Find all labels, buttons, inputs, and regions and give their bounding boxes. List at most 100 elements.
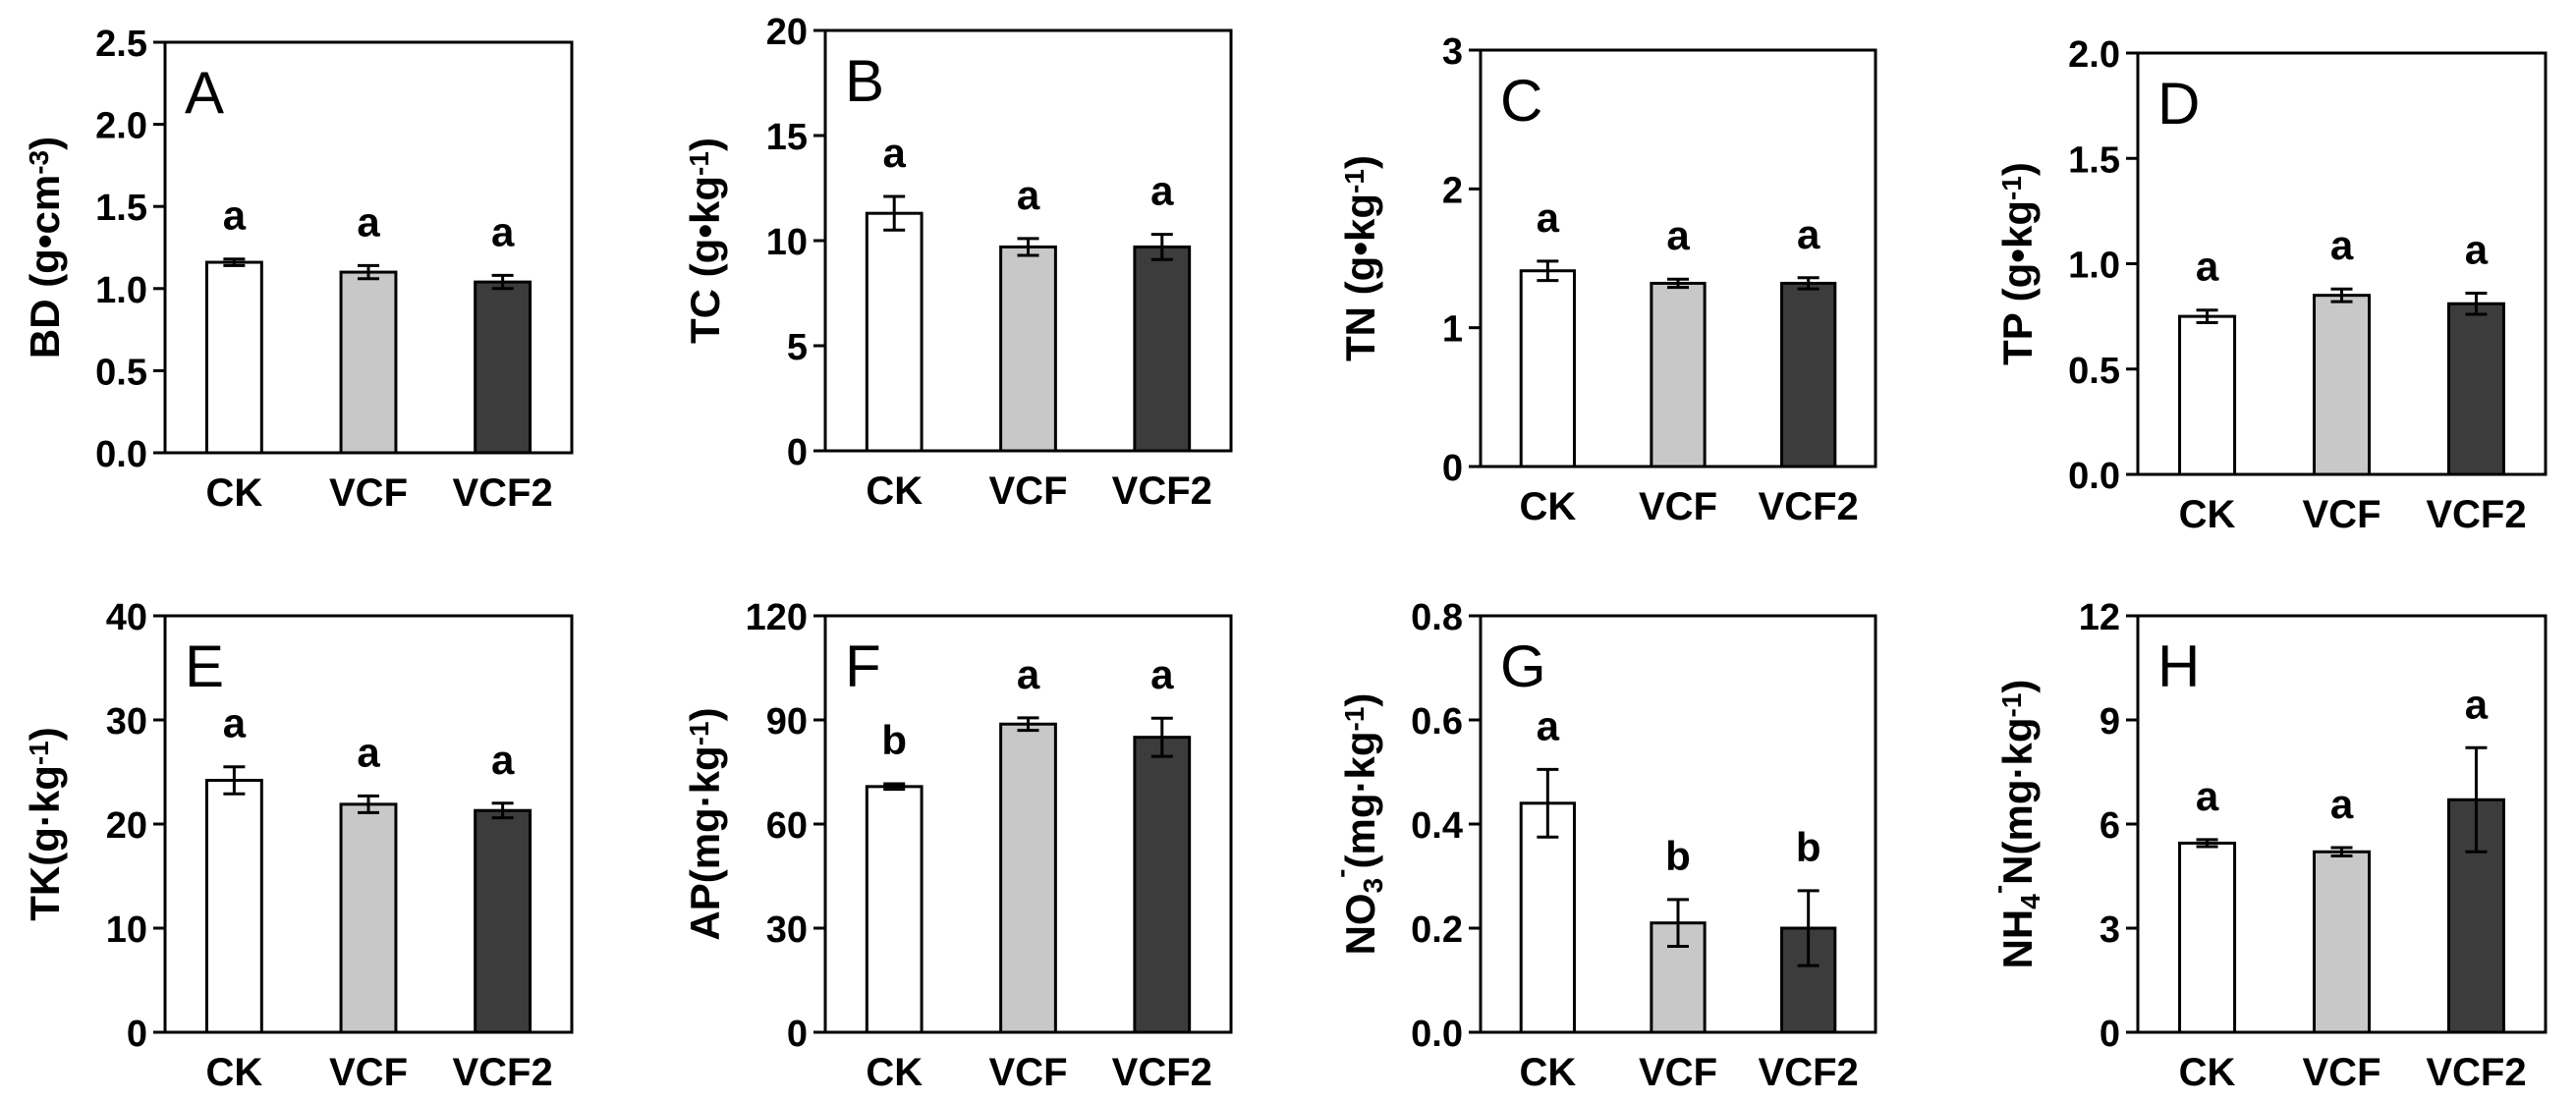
panel-c: 0 1 2 3 TN (g•kg-1) Ca CK a VCF a VCF2 [1337, 31, 1877, 528]
bar-ck [1519, 269, 1576, 468]
y-tick-label: 1.5 [95, 188, 147, 229]
x-tick-label-vcf2: VCF2 [2426, 1051, 2526, 1094]
bar-vcf2 [2446, 302, 2505, 476]
y-tick-label: 0.0 [2068, 456, 2120, 497]
y-tick-label: 1.5 [2068, 139, 2120, 181]
panel-letter: B [845, 48, 884, 114]
significance-label-ck: b [881, 717, 907, 763]
y-tick-label: 5 [787, 327, 808, 368]
panel-letter: D [2157, 71, 2200, 137]
x-tick-label-vcf2: VCF2 [2426, 493, 2526, 536]
significance-label-vcf: a [357, 729, 380, 775]
significance-label-vcf: b [1665, 833, 1691, 879]
y-axis-title: BD (g•cm-3) [22, 137, 68, 358]
y-tick-label: 15 [766, 117, 808, 158]
significance-label-vcf: a [2330, 222, 2354, 268]
x-tick-label-ck: CK [866, 1051, 923, 1094]
y-tick-label: 3 [1442, 31, 1463, 73]
x-tick-label-vcf: VCF [989, 1051, 1068, 1094]
y-tick-label: 9 [2100, 701, 2120, 743]
y-axis-title: NH4-N(mg·kg-1) [1983, 680, 2045, 969]
y-axis-title: TP (g•kg-1) [1994, 162, 2041, 365]
y-tick-label: 2.5 [95, 24, 147, 65]
y-tick-label: 0.8 [1411, 597, 1463, 638]
significance-label-ck: a [223, 700, 247, 746]
significance-label-ck: a [883, 130, 907, 176]
bar-vcf2 [474, 808, 532, 1034]
y-tick-label: 90 [766, 701, 808, 743]
x-tick-label-vcf2: VCF2 [452, 471, 552, 515]
bar-vcf [1650, 281, 1707, 468]
bar-vcf2 [1133, 736, 1192, 1034]
bar-ck [2178, 314, 2237, 476]
significance-label-vcf2: a [1797, 211, 1820, 257]
x-tick-label-vcf: VCF [2303, 1051, 2381, 1094]
x-tick-label-ck: CK [1519, 485, 1576, 528]
bar-ck [204, 778, 263, 1034]
x-tick-label-vcf2: VCF2 [1112, 1051, 1212, 1094]
bar-vcf [2312, 850, 2372, 1034]
y-tick-label: 60 [766, 805, 808, 847]
y-tick-label: 2.0 [2068, 34, 2120, 76]
bar-ck [204, 260, 263, 455]
significance-label-vcf: a [1666, 212, 1690, 258]
y-axis-title: TC (g•kg-1) [682, 138, 728, 344]
significance-label-vcf2: a [491, 737, 515, 783]
bar-ck [865, 211, 924, 453]
significance-label-vcf2: a [2465, 681, 2489, 727]
bar-vcf2 [1133, 245, 1192, 453]
y-tick-label: 1.0 [95, 270, 147, 311]
x-tick-label-vcf: VCF [2303, 493, 2381, 536]
x-tick-label-ck: CK [2179, 1051, 2236, 1094]
y-tick-label: 3 [2100, 909, 2120, 951]
y-tick-label: 20 [106, 805, 147, 847]
panel-b: 0 5 10 15 20 TC (g•kg-1) Ba CK a VCF a VCF2 [682, 12, 1233, 513]
x-tick-label-ck: CK [1519, 1051, 1576, 1094]
panel-g: 0.0 0.2 0.4 0.6 0.8 NO3-(mg·kg-1) Ga CK b VCF b VCF… [1325, 597, 1877, 1094]
y-tick-label: 2.0 [95, 106, 147, 147]
bar-vcf2 [1780, 281, 1837, 468]
y-tick-label: 1.0 [2068, 246, 2120, 287]
significance-label-ck: a [223, 193, 247, 239]
x-tick-label-vcf2: VCF2 [1759, 485, 1859, 528]
significance-label-ck: a [1537, 702, 1560, 748]
significance-label-vcf: a [357, 198, 380, 245]
y-tick-label: 30 [106, 701, 147, 743]
y-tick-label: 12 [2079, 597, 2120, 638]
y-tick-label: 10 [766, 222, 808, 263]
y-tick-label: 2 [1442, 170, 1463, 211]
y-axis-title: AP(mg·kg-1) [682, 707, 728, 940]
y-tick-label: 120 [746, 597, 808, 638]
bar-ck [2178, 841, 2237, 1034]
significance-label-vcf2: b [1796, 824, 1821, 870]
y-tick-label: 0.2 [1411, 909, 1463, 951]
y-axis-title: NO3-(mg·kg-1) [1325, 693, 1388, 956]
x-tick-label-ck: CK [205, 1051, 262, 1094]
significance-label-ck: a [1537, 194, 1560, 241]
significance-label-ck: a [2196, 773, 2219, 819]
significance-label-vcf: a [2330, 781, 2354, 827]
significance-label-vcf: a [1017, 172, 1040, 218]
significance-label-vcf2: a [491, 208, 515, 254]
panel-letter: F [845, 634, 881, 699]
y-axis-title: TN (g•kg-1) [1337, 155, 1383, 361]
y-tick-label: 0 [127, 1014, 147, 1055]
panel-letter: C [1500, 68, 1542, 134]
panel-letter: H [2157, 634, 2200, 699]
panel-h: 0 3 6 9 12 NH4-N(mg·kg-1) Ha CK a VCF a VCF2 [1983, 597, 2548, 1094]
significance-label-vcf: a [1017, 651, 1040, 697]
x-tick-label-ck: CK [866, 469, 923, 513]
bar-ck [865, 785, 924, 1034]
y-tick-label: 6 [2100, 805, 2120, 847]
y-tick-label: 10 [106, 909, 147, 951]
x-tick-label-vcf: VCF [1639, 1051, 1717, 1094]
bar-vcf2 [474, 280, 532, 455]
x-tick-label-vcf: VCF [989, 469, 1068, 513]
significance-label-vcf2: a [1150, 168, 1174, 214]
y-tick-label: 0.0 [1411, 1014, 1463, 1055]
panel-e: 0 10 20 30 40 TK(g·kg-1) Ea CK a VCF a VCF2 [22, 597, 574, 1094]
y-tick-label: 0.5 [95, 352, 147, 393]
x-tick-label-vcf: VCF [1639, 485, 1717, 528]
y-tick-label: 0 [1442, 448, 1463, 489]
